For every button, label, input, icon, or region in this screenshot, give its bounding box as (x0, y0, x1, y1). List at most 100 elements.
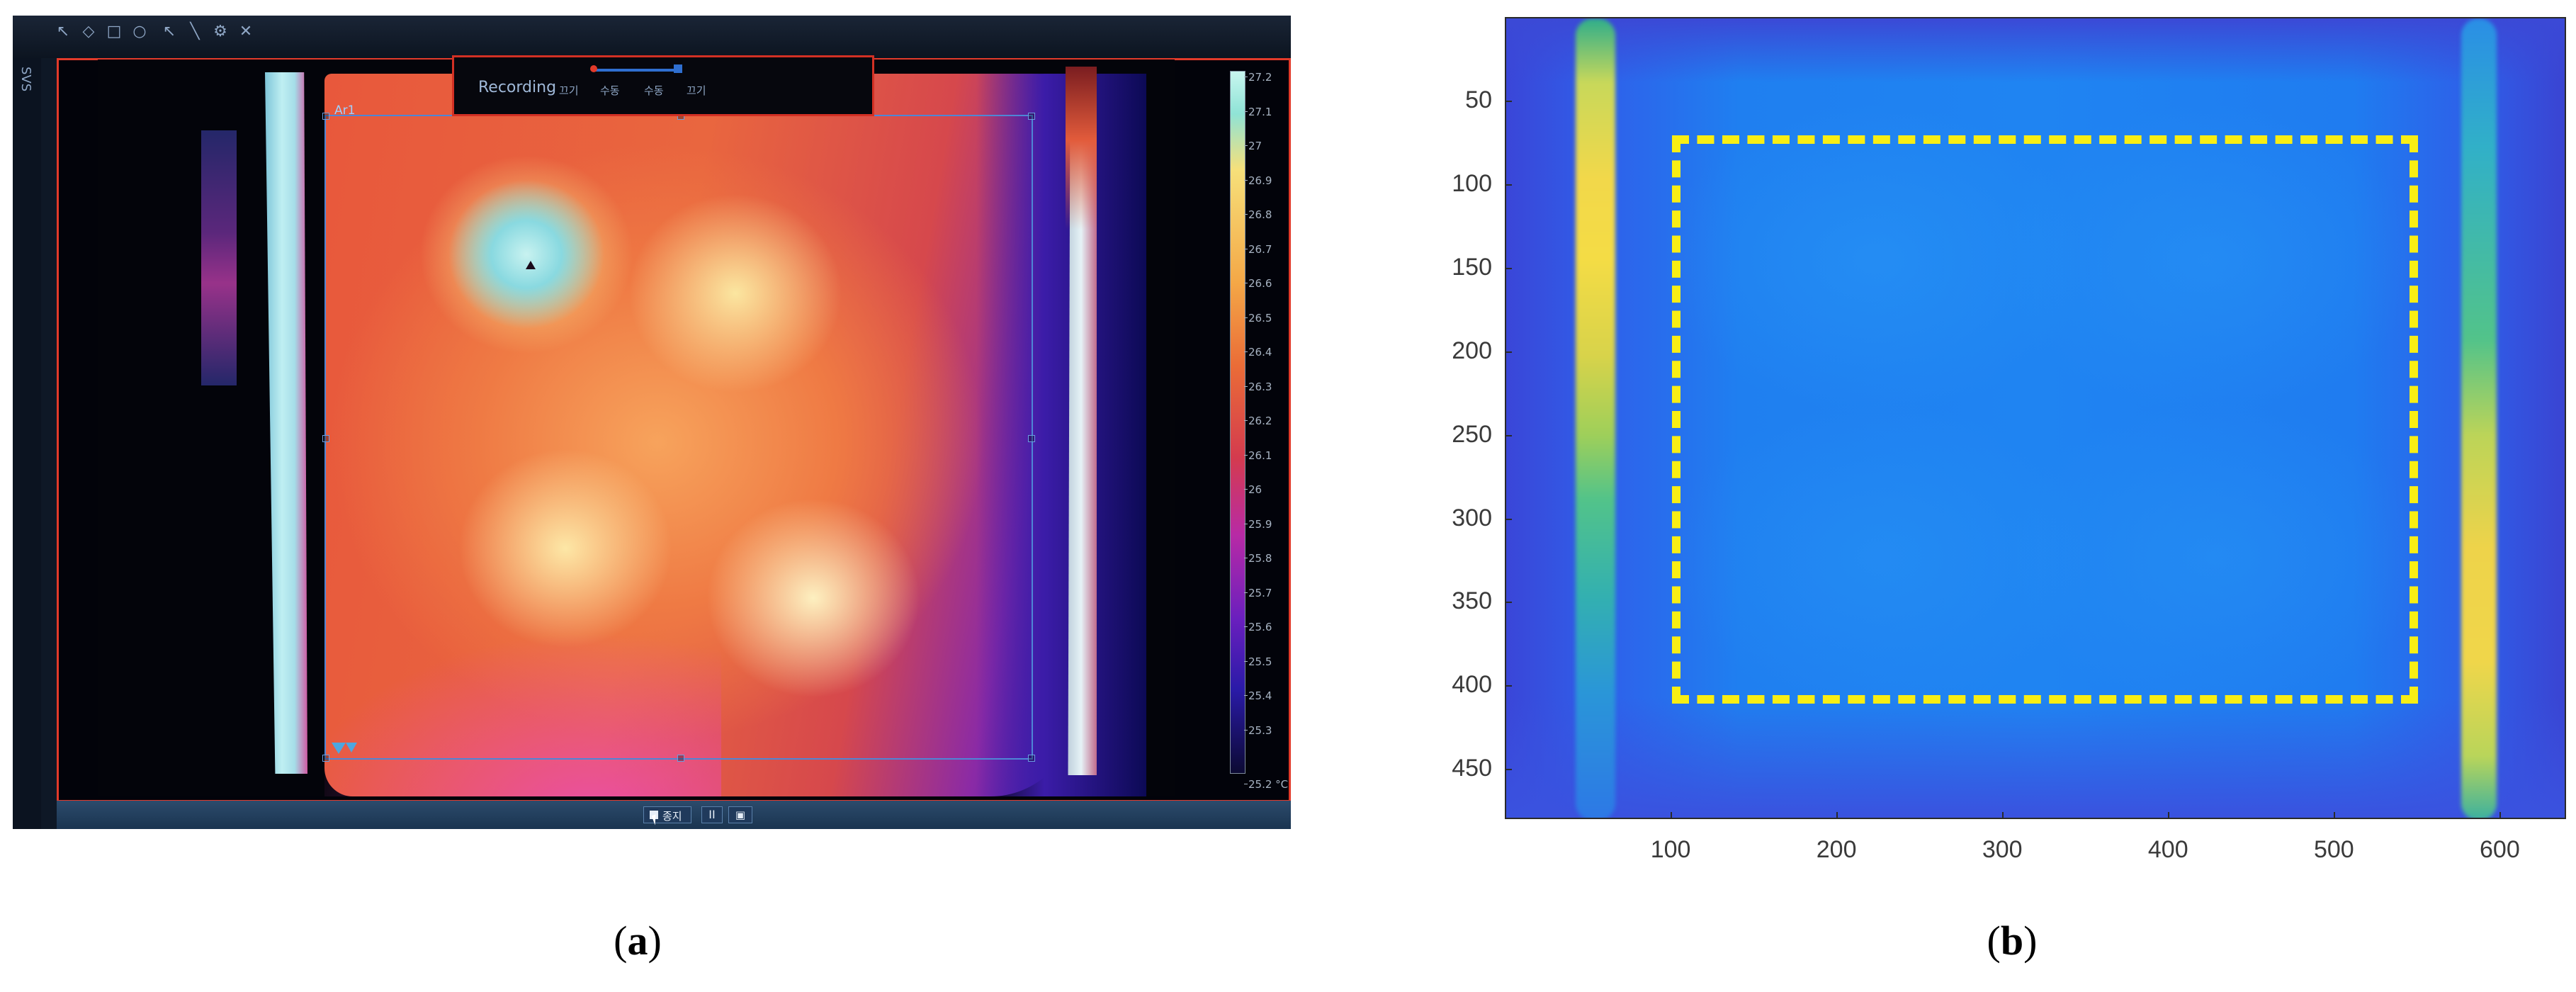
roi-handle[interactable] (1028, 435, 1035, 442)
roi-rectangle-ar1[interactable] (322, 113, 1035, 762)
playback-controls: 종지 II ▣ (57, 801, 1291, 829)
roi-handle[interactable] (677, 755, 684, 762)
roi-handle[interactable] (322, 113, 329, 120)
x-tick-mark (2334, 812, 2336, 819)
x-tick-label: 200 (1816, 836, 1857, 863)
colorbar-tick-label: 26.5 (1243, 311, 1272, 325)
colorbar-tick-label: 25.7 (1243, 586, 1272, 599)
thermal-image (98, 60, 1175, 796)
thermal-camera-screen-photo: ↖ ◇ □ ○ ↖ ╲ ⚙ ✕ SVS Ar1 Recording (13, 16, 1291, 829)
y-tick-mark (1505, 267, 1512, 269)
colorbar-tick-label: 25.9 (1243, 517, 1272, 531)
x-tick-label: 600 (2480, 836, 2520, 863)
roi-handle[interactable] (1028, 755, 1035, 762)
recording-option-manual-2[interactable]: 수동 (644, 84, 664, 97)
colorbar-tick-label: 26.4 (1243, 346, 1272, 359)
colorbar-tick-label: 26.6 (1243, 277, 1272, 290)
colorbar-tick-label: 25.3 (1243, 723, 1272, 737)
settings-icon[interactable]: ⚙ (213, 23, 227, 40)
y-tick-mark (1505, 769, 1512, 771)
colorbar-min-label: 25.2 °C (1243, 778, 1289, 791)
triangle-marker-icon (346, 743, 357, 753)
x-tick-label: 300 (1982, 836, 2023, 863)
stop-label: 종지 (662, 810, 682, 823)
stop-icon (650, 811, 658, 819)
colorbar-tick-label: 26.7 (1243, 242, 1272, 256)
colorbar-tick-label: 25.8 (1243, 552, 1272, 565)
side-toolbar-label: SVS (18, 67, 33, 92)
snapshot-button[interactable]: ▣ (728, 806, 752, 823)
recording-option-manual[interactable]: 수동 (600, 84, 620, 97)
line-icon[interactable]: ╲ (190, 23, 200, 40)
colorbar-tick-label: 27.2 (1243, 71, 1272, 84)
max-temperature-marker-icon (526, 261, 536, 269)
x-tick-mark (1836, 812, 1838, 819)
colorbar-tick-label: 27.1 (1243, 105, 1272, 118)
recording-label: Recording (478, 79, 557, 96)
arrow-icon[interactable]: ↖ (162, 23, 176, 40)
y-tick-mark (1505, 351, 1512, 353)
y-tick-mark (1505, 602, 1512, 604)
slider-knob-end[interactable] (674, 64, 682, 73)
colorbar-tick-label: 26.2 (1243, 415, 1272, 427)
x-tick-label: 400 (2147, 836, 2188, 863)
pause-button[interactable]: II (701, 806, 723, 823)
colorbar-tick-label: 25.6 (1243, 621, 1272, 633)
right-heater-stripe (2461, 18, 2497, 818)
y-tick-label: 450 (1452, 755, 1492, 782)
side-hot-strip (201, 130, 237, 385)
colorbar-tick-label: 25.4 (1243, 689, 1272, 702)
recording-option-off[interactable]: 끄기 (559, 84, 579, 97)
x-tick-label: 500 (2313, 836, 2354, 863)
diamond-icon[interactable]: ◇ (82, 23, 95, 40)
triangle-marker-icon (332, 743, 346, 754)
slider-knob-start[interactable] (590, 65, 597, 72)
roi-handle[interactable] (1028, 113, 1035, 120)
recording-option-off-2[interactable]: 끄기 (687, 84, 706, 97)
colorbar-tick-label: 26 (1243, 483, 1262, 496)
y-tick-label: 250 (1452, 420, 1492, 448)
y-tick-label: 350 (1452, 587, 1492, 615)
colorbar-tick-label: 26.9 (1243, 174, 1272, 187)
y-tick-label: 100 (1452, 169, 1492, 197)
x-tick-mark (2499, 812, 2502, 819)
y-tick-mark (1505, 434, 1512, 436)
colorbar-tick-label: 26.1 (1243, 449, 1272, 462)
colorbar-tick-label: 26.3 (1243, 380, 1272, 393)
y-tick-mark (1505, 518, 1512, 520)
roi-handle[interactable] (322, 755, 329, 762)
y-tick-mark (1505, 184, 1512, 186)
stop-button[interactable]: 종지 (643, 806, 691, 823)
recording-panel: Recording 끄기 수동 수동 끄기 (452, 55, 874, 116)
caption-b: (b) (1987, 918, 2038, 964)
heatmap-area (1505, 17, 2566, 819)
rectangle-icon[interactable]: □ (106, 23, 122, 40)
cursor-icon[interactable]: ↖ (56, 23, 70, 40)
caption-a: (a) (614, 918, 662, 964)
camera-toolbar: ↖ ◇ □ ○ ↖ ╲ ⚙ ✕ (13, 16, 1291, 58)
y-tick-mark (1505, 685, 1512, 687)
roi-dashed-rectangle (1672, 135, 2419, 704)
colorbar-tick-label: 26.8 (1243, 208, 1272, 221)
y-tick-label: 150 (1452, 253, 1492, 281)
x-tick-mark (1671, 812, 1673, 819)
y-tick-mark (1505, 100, 1512, 102)
x-tick-label: 100 (1650, 836, 1691, 863)
temperature-colorbar (1230, 71, 1245, 774)
y-tick-label: 200 (1452, 337, 1492, 364)
heatmap-plot (1505, 17, 2566, 819)
colorbar-ticks: 27.2 27.1 27 26.9 26.8 26.7 26.6 26.5 26.4 26.3 26… (1243, 67, 1291, 804)
recording-slider[interactable] (594, 69, 677, 72)
x-tick-mark (2002, 812, 2004, 819)
close-icon[interactable]: ✕ (239, 23, 253, 40)
circle-icon[interactable]: ○ (132, 23, 147, 40)
y-tick-label: 50 (1465, 86, 1492, 113)
colorbar-tick-label: 25.5 (1243, 655, 1272, 668)
roi-handle[interactable] (322, 435, 329, 442)
y-tick-label: 400 (1452, 671, 1492, 699)
y-tick-label: 300 (1452, 504, 1492, 531)
left-heater-stripe (1576, 18, 1615, 818)
roi-label: Ar1 (334, 103, 356, 118)
camera-side-toolbar: SVS (13, 58, 41, 829)
x-tick-mark (2168, 812, 2170, 819)
